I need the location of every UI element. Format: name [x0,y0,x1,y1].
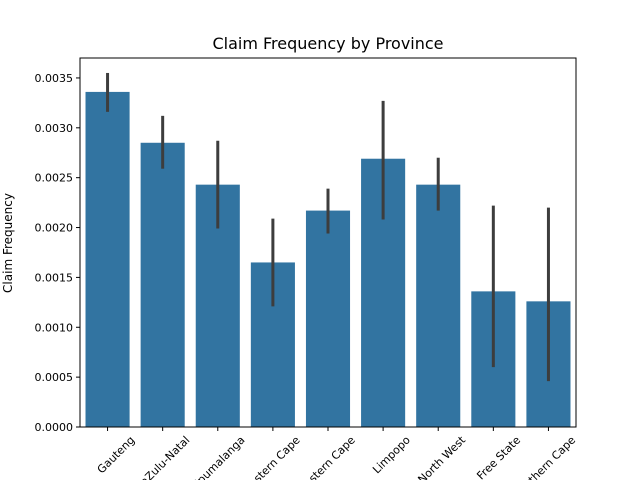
bar-1 [140,142,185,427]
bar-4 [305,210,351,427]
x-tick-label-4: Eastern Cape [297,433,358,480]
plot-frame [79,57,577,428]
x-tick-label-3: Western Cape [239,433,303,480]
x-tick-label-6: North West [415,433,468,480]
x-tick-label-7: Free State [474,433,523,480]
x-tick-label-1: KwaZulu-Natal [126,434,192,480]
y-tick-label-4: 0.0020 [35,222,74,235]
y-tick-label-7: 0.0035 [35,72,74,85]
y-tick-label-0: 0.0000 [35,421,74,434]
x-tick-label-2: Mpumalanga [188,434,248,480]
y-tick-label-1: 0.0005 [35,371,74,384]
x-tick-label-5: Limpopo [370,433,413,476]
y-tick-label-5: 0.0025 [35,172,74,185]
y-tick-label-2: 0.0010 [35,321,74,334]
y-axis-label: Claim Frequency [1,193,15,293]
bar-0 [85,91,130,427]
chart-title: Claim Frequency by Province [212,34,443,53]
y-tick-label-6: 0.0030 [35,122,74,135]
bar-6 [416,184,461,427]
x-tick-label-0: Gauteng [95,434,138,477]
x-tick-label-8: Northern Cape [512,433,578,480]
y-tick-label-3: 0.0015 [35,271,74,284]
